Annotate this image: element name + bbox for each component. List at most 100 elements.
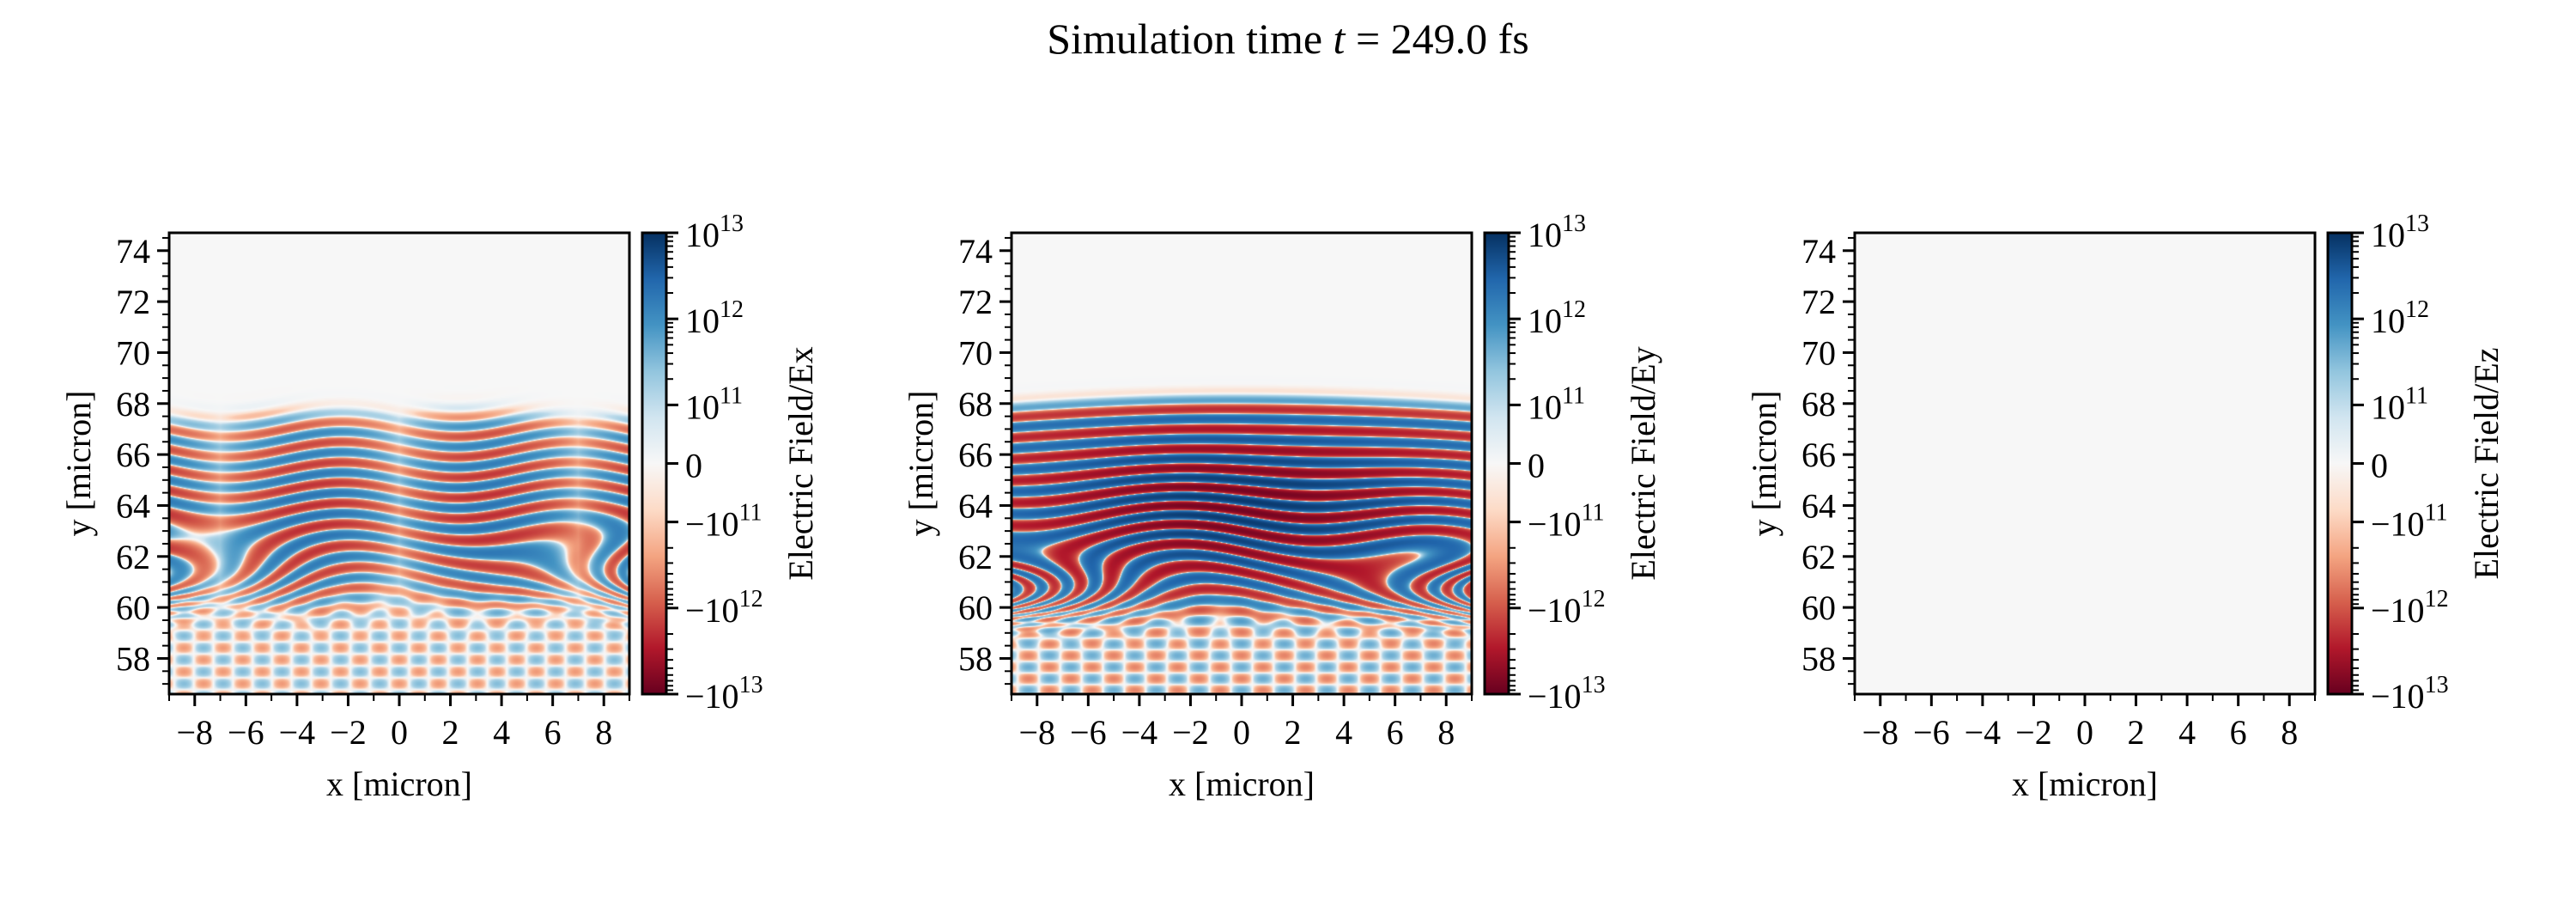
x-tick-label: 2	[442, 713, 459, 752]
y-tick-label: 62	[958, 538, 993, 576]
y-tick-label: 70	[1801, 333, 1836, 372]
colorbar-tick-label: −1011	[1528, 500, 1605, 544]
colorbar-tick-label: 1012	[2371, 296, 2429, 340]
tick-exponent: 13	[720, 210, 744, 237]
y-tick-label: 64	[116, 486, 150, 525]
colorbar-label: Electric Field/Ey	[1624, 346, 1662, 580]
colorbar-tick-label: 1011	[685, 382, 743, 426]
x-tick-label: −8	[1018, 713, 1055, 752]
colorbar-tick-label: −1012	[1528, 586, 1606, 630]
x-tick-label: 6	[1387, 713, 1404, 752]
x-tick-label: −2	[1172, 713, 1209, 752]
y-tick-label: 68	[116, 385, 150, 424]
colorbar-tick-label: −1013	[2371, 672, 2449, 716]
tick-exponent: 12	[1562, 296, 1586, 323]
y-tick-label: 74	[116, 232, 150, 271]
y-tick-label: 70	[116, 333, 150, 372]
x-tick-label: −4	[279, 713, 316, 752]
tick-exponent: 12	[2425, 586, 2449, 613]
tick-base: −10	[685, 505, 739, 544]
x-tick-label: 4	[2178, 713, 2196, 752]
x-tick-label: −6	[1913, 713, 1950, 752]
title-suffix: = 249.0 fs	[1345, 15, 1528, 63]
tick-base: −10	[685, 677, 739, 716]
tick-exponent: 11	[1562, 382, 1585, 409]
tick-base: −10	[2371, 677, 2425, 716]
y-tick-label: 66	[1801, 436, 1836, 474]
y-tick-label: 74	[1801, 232, 1836, 271]
colorbar-tick-label: 1013	[685, 210, 744, 254]
x-tick-label: 6	[2230, 713, 2247, 752]
colorbar-tick-label: −1013	[1528, 672, 1606, 716]
x-tick-label: 0	[1233, 713, 1250, 752]
y-axis-label: y [micron]	[1745, 391, 1783, 537]
colorbar-tick-label: 0	[2371, 447, 2388, 485]
colorbar-tick-label: −1011	[685, 500, 762, 544]
tick-base: 10	[685, 387, 720, 426]
colorbar-label: Electric Field/Ez	[2467, 348, 2506, 580]
y-tick-label: 68	[958, 385, 993, 424]
colorbar-tick-label: 0	[1528, 447, 1545, 485]
y-tick-label: 58	[116, 639, 150, 678]
y-tick-label: 68	[1801, 385, 1836, 424]
colorbar-tick-label: 1012	[1528, 296, 1586, 340]
x-axis-label: x [micron]	[326, 765, 472, 803]
tick-base: −10	[1528, 591, 1582, 630]
tick-base: 10	[1528, 216, 1562, 254]
tick-exponent: 13	[1582, 672, 1606, 698]
figure-title: Simulation time t = 249.0 fs	[1047, 15, 1529, 63]
y-tick-label: 58	[1801, 639, 1836, 678]
tick-exponent: 12	[2405, 296, 2429, 323]
colorbar-tick-label: 1013	[1528, 210, 1586, 254]
tick-exponent: 13	[2425, 672, 2449, 698]
colorbar-tick-label: 1013	[2371, 210, 2429, 254]
colorbar-tick-label: 0	[685, 447, 702, 485]
tick-exponent: 12	[1582, 586, 1606, 613]
x-tick-label: 2	[1285, 713, 1302, 752]
colorbar-tick-label: −1013	[685, 672, 763, 716]
x-tick-label: 4	[493, 713, 510, 752]
tick-exponent: 13	[739, 672, 763, 698]
y-tick-label: 66	[958, 436, 993, 474]
tick-exponent: 13	[2405, 210, 2429, 237]
y-tick-label: 62	[1801, 538, 1836, 576]
title-prefix: Simulation time	[1047, 15, 1333, 63]
tick-exponent: 11	[2425, 500, 2448, 527]
x-axis-label: x [micron]	[2012, 765, 2158, 803]
colorbar-tick-label: −1012	[2371, 586, 2449, 630]
tick-base: 10	[1528, 387, 1562, 426]
x-tick-label: −2	[2015, 713, 2052, 752]
title-variable: t	[1334, 15, 1346, 63]
tick-exponent: 11	[2405, 382, 2428, 409]
tick-base: 0	[2371, 447, 2388, 485]
heatmap-ey	[1012, 233, 1472, 694]
colorbar-tick-label: −1011	[2371, 500, 2448, 544]
tick-exponent: 11	[720, 382, 743, 409]
colorbar-tick-label: −1012	[685, 586, 763, 630]
heatmap-ez	[1855, 233, 2315, 694]
x-tick-label: −8	[176, 713, 213, 752]
tick-base: 0	[685, 447, 702, 485]
x-tick-label: 4	[1335, 713, 1352, 752]
x-tick-label: 0	[2076, 713, 2093, 752]
tick-base: 10	[2371, 387, 2405, 426]
y-tick-label: 60	[958, 588, 993, 627]
y-axis-label: y [micron]	[902, 391, 940, 537]
tick-base: −10	[1528, 677, 1582, 716]
y-tick-label: 70	[958, 333, 993, 372]
colorbar	[1483, 231, 1510, 696]
tick-base: −10	[1528, 505, 1582, 544]
tick-base: 10	[685, 216, 720, 254]
x-tick-label: 2	[2128, 713, 2145, 752]
tick-exponent: 12	[720, 296, 744, 323]
x-tick-label: 8	[595, 713, 612, 752]
y-tick-label: 74	[958, 232, 993, 271]
y-tick-label: 58	[958, 639, 993, 678]
tick-base: −10	[2371, 591, 2425, 630]
x-tick-label: −4	[1121, 713, 1158, 752]
y-tick-label: 72	[1801, 283, 1836, 321]
tick-exponent: 11	[1582, 500, 1605, 527]
